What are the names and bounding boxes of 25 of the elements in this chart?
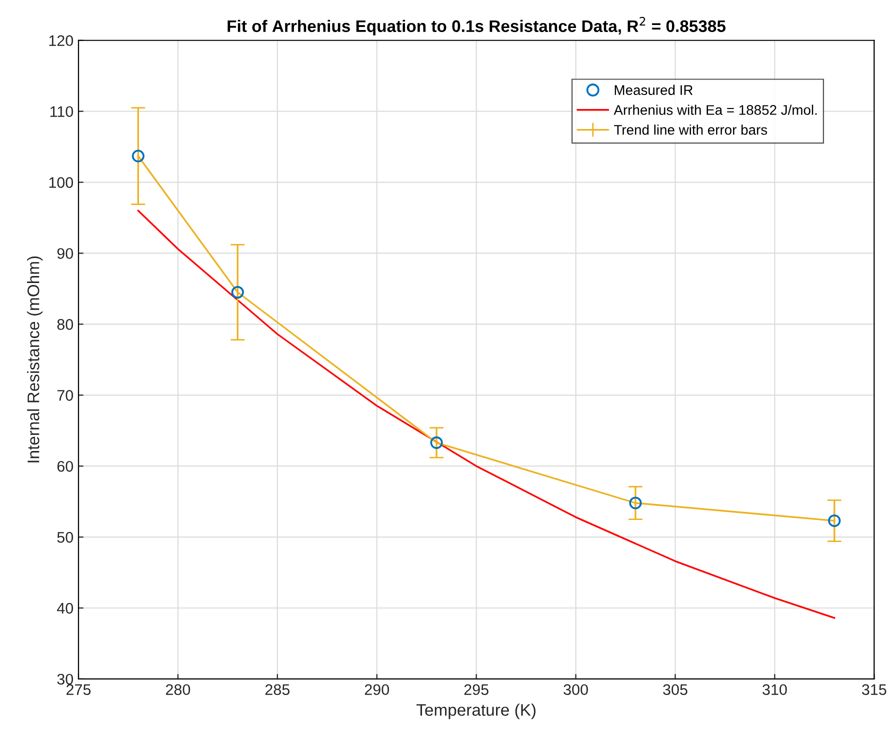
x-axis-title: Temperature (K) xyxy=(416,704,536,720)
legend-label: Arrhenius with Ea = 18852 J/mol. xyxy=(614,104,817,115)
x-tick-label: 290 xyxy=(364,684,390,696)
y-tick-label: 50 xyxy=(57,532,74,543)
x-tick-label: 315 xyxy=(862,684,886,696)
x-tick-label: 280 xyxy=(166,684,190,696)
x-tick-label: 295 xyxy=(464,684,488,696)
x-tick-label: 275 xyxy=(66,684,91,696)
y-tick-label: 30 xyxy=(57,674,74,685)
chart-title: Fit of Arrhenius Equation to 0.1s Resistance Data, R$^{2}$ = 0.85385 xyxy=(228,16,726,36)
y-tick-label: 90 xyxy=(57,248,74,259)
y-tick-label: 40 xyxy=(56,602,74,614)
y-tick-label: 70 xyxy=(57,390,74,401)
y-tick-label: 100 xyxy=(49,177,74,188)
legend-label: Measured IR xyxy=(614,84,693,95)
x-tick-label: 300 xyxy=(564,684,588,696)
y-tick-label: 60 xyxy=(57,460,74,472)
y-tick-label: 80 xyxy=(57,319,74,330)
x-tick-label: 305 xyxy=(663,684,688,696)
legend-label: Trend line with error bars xyxy=(614,124,768,135)
y-tick-label: 110 xyxy=(50,106,74,118)
x-tick-label: 310 xyxy=(762,684,787,696)
y-axis-title: Internal Resistance (mOhm) xyxy=(27,256,43,462)
x-tick-label: 285 xyxy=(265,684,290,696)
y-tick-label: 120 xyxy=(49,35,74,46)
